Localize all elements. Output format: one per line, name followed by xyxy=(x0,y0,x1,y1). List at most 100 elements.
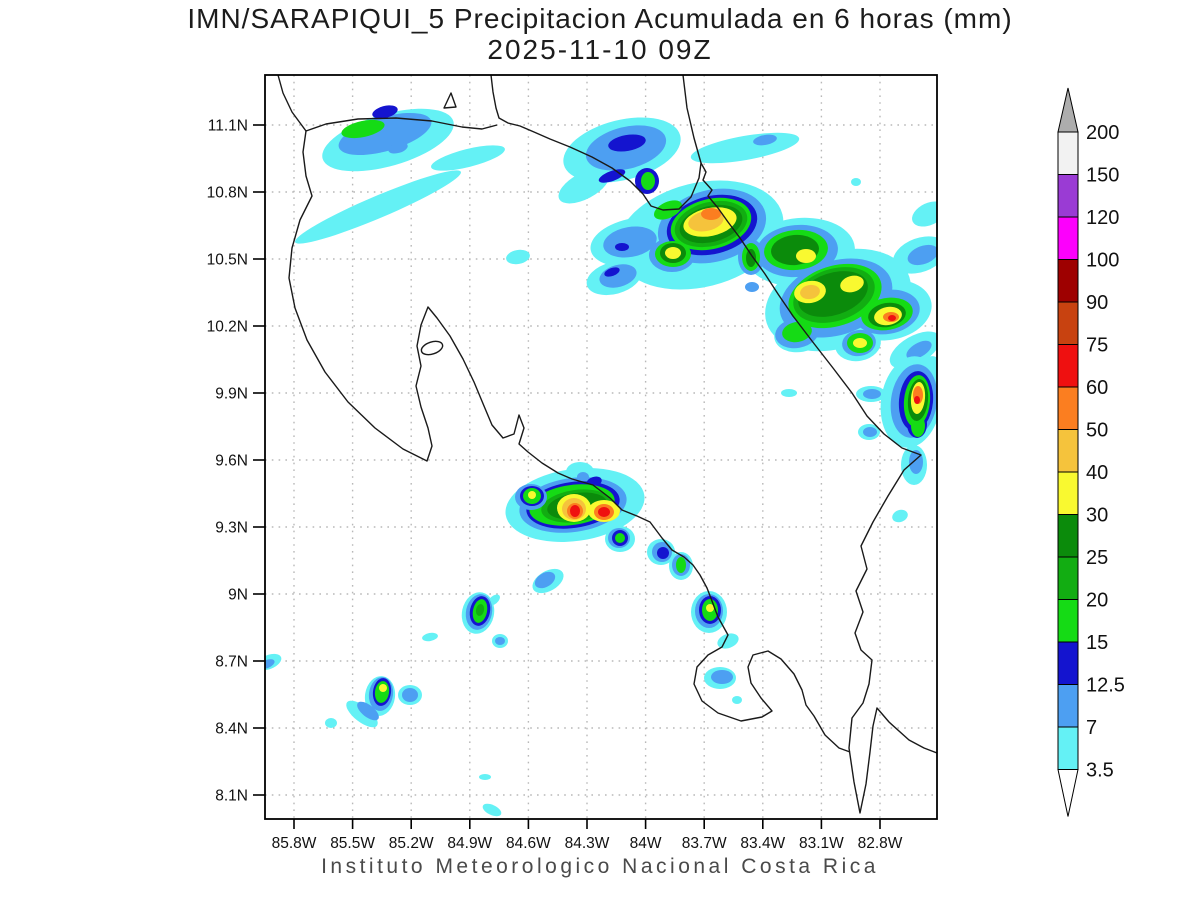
precipitation-field xyxy=(265,105,937,817)
lat-tick-label: 10.2N xyxy=(207,319,248,336)
precip-cell-b xyxy=(534,571,556,589)
precip-cell-b xyxy=(753,134,777,146)
colorbar-segment xyxy=(1057,174,1079,218)
pacific-coast-costa-rica xyxy=(288,130,851,753)
lat-tick-label: 10.5N xyxy=(207,252,248,269)
precip-cell-r xyxy=(570,505,580,517)
precip-cell-y xyxy=(665,247,681,259)
axis-labels: 11.1N 10.8N 10.5N 10.2N 9.9N 9.6N 9.3N 9N 8.7N 8.… xyxy=(207,118,903,853)
precip-cell-c xyxy=(295,170,461,244)
precip-cell-b xyxy=(338,112,432,156)
colorbar-segment xyxy=(1057,344,1079,388)
lon-tick-label: 83.4W xyxy=(740,835,785,852)
lon-tick-label: 84.6W xyxy=(506,835,551,852)
lat-tick-label: 11.1N xyxy=(208,118,248,135)
precip-cell-c xyxy=(912,201,937,227)
lat-tick-label: 9N xyxy=(228,587,248,604)
precip-cell-g1 xyxy=(676,557,686,573)
precip-cell-c xyxy=(431,145,505,171)
lat-tick-label: 8.1N xyxy=(215,788,248,805)
precip-cell-b xyxy=(906,340,932,360)
colorbar-label: 7 xyxy=(1086,717,1097,739)
precip-cell-c xyxy=(482,803,502,817)
precip-cell-b xyxy=(265,659,275,669)
precip-cell-y xyxy=(840,275,864,293)
chira-island-outline xyxy=(420,340,444,356)
precip-cell-n xyxy=(604,267,620,277)
map-datetime: 2025-11-10 09Z xyxy=(487,34,713,65)
colorbar-segment xyxy=(1057,386,1079,430)
precip-cell-y xyxy=(853,338,867,348)
lat-tick-label: 8.7N xyxy=(215,654,248,671)
lon-tick-label: 84.9W xyxy=(447,835,492,852)
lon-tick-label: 82.8W xyxy=(858,835,903,852)
precip-cell-c xyxy=(346,700,378,728)
colorbar-segment xyxy=(1057,726,1079,770)
precip-cell-y xyxy=(796,249,816,263)
precip-cell-b xyxy=(745,282,759,292)
caribbean-coast-panama-border xyxy=(700,162,937,814)
colorbar-label: 200 xyxy=(1086,122,1119,144)
precip-cell-n xyxy=(615,243,629,251)
coastline-layer xyxy=(277,75,937,814)
colorbar-label: 40 xyxy=(1086,462,1108,484)
precip-cell-b xyxy=(711,670,733,684)
nicaragua-pacific-coast-and-border xyxy=(277,75,498,132)
colorbar-segment xyxy=(1057,301,1079,345)
precip-cell-b xyxy=(577,472,589,482)
precip-cell-b xyxy=(907,244,937,266)
precip-cell-g1 xyxy=(782,321,812,343)
precip-cell-n xyxy=(608,134,646,152)
colorbar-segment xyxy=(1057,259,1079,303)
precip-cell-b xyxy=(603,226,657,258)
precip-cell-b xyxy=(402,688,418,702)
lat-tick-label: 9.3N xyxy=(215,520,248,537)
colorbar-arrow-bottom xyxy=(1057,769,1079,817)
colorbar-segment xyxy=(1057,641,1079,685)
lon-tick-label: 85.8W xyxy=(272,835,317,852)
precip-cell-o xyxy=(701,208,721,220)
colorbar-label: 60 xyxy=(1086,377,1108,399)
precip-cell-g1 xyxy=(641,172,655,190)
small-lagoon-outline xyxy=(443,92,457,109)
precip-cell-c xyxy=(422,632,438,642)
lon-tick-label: 85.2W xyxy=(389,835,434,852)
lon-tick-label: 84.3W xyxy=(565,835,610,852)
precip-cell-r xyxy=(598,507,610,517)
precip-cell-c xyxy=(479,774,491,780)
lon-tick-label: 85.5W xyxy=(330,835,375,852)
colorbar-label: 100 xyxy=(1086,250,1119,272)
colorbar-segment xyxy=(1057,556,1079,600)
precip-cell-gd xyxy=(800,284,820,300)
colorbar-label: 90 xyxy=(1086,292,1108,314)
precip-cell-c xyxy=(558,168,610,204)
precip-cell-g1 xyxy=(341,119,385,139)
colorbar-segment xyxy=(1057,216,1079,260)
map-frame xyxy=(264,74,938,820)
precip-cell-y xyxy=(379,684,387,692)
colorbar-segment xyxy=(1057,429,1079,473)
colorbar-segment xyxy=(1057,471,1079,515)
lon-tick-label: 83.7W xyxy=(682,835,727,852)
colorbar-label: 20 xyxy=(1086,590,1108,612)
precip-cell-b xyxy=(388,142,408,154)
colorbar-segment xyxy=(1057,599,1079,643)
colorbar-arrow-top xyxy=(1057,87,1079,133)
lon-tick-label: 83.1W xyxy=(799,835,844,852)
lat-tick-label: 8.4N xyxy=(215,721,248,738)
map-title: IMN/SARAPIQUI_5 Precipitacion Acumulada … xyxy=(187,3,1013,34)
lat-tick-label: 9.6N xyxy=(215,453,248,470)
lat-tick-label: 9.9N xyxy=(215,386,248,403)
precip-cell-c xyxy=(690,132,800,164)
precipitation-colorbar: 200 150 120 100 90 75 60 50 40 30 25 20 15 12.5 7 3.5 xyxy=(1057,87,1125,817)
precip-cell-c xyxy=(781,389,797,397)
precip-cell-g3 xyxy=(746,249,756,267)
precip-cell-c xyxy=(851,178,861,186)
lon-tick-label: 84W xyxy=(630,835,662,852)
precip-cell-y xyxy=(706,604,714,612)
precip-cell-g1 xyxy=(911,415,925,437)
precip-cell-b xyxy=(495,637,505,645)
lat-tick-label: 10.8N xyxy=(207,185,248,202)
